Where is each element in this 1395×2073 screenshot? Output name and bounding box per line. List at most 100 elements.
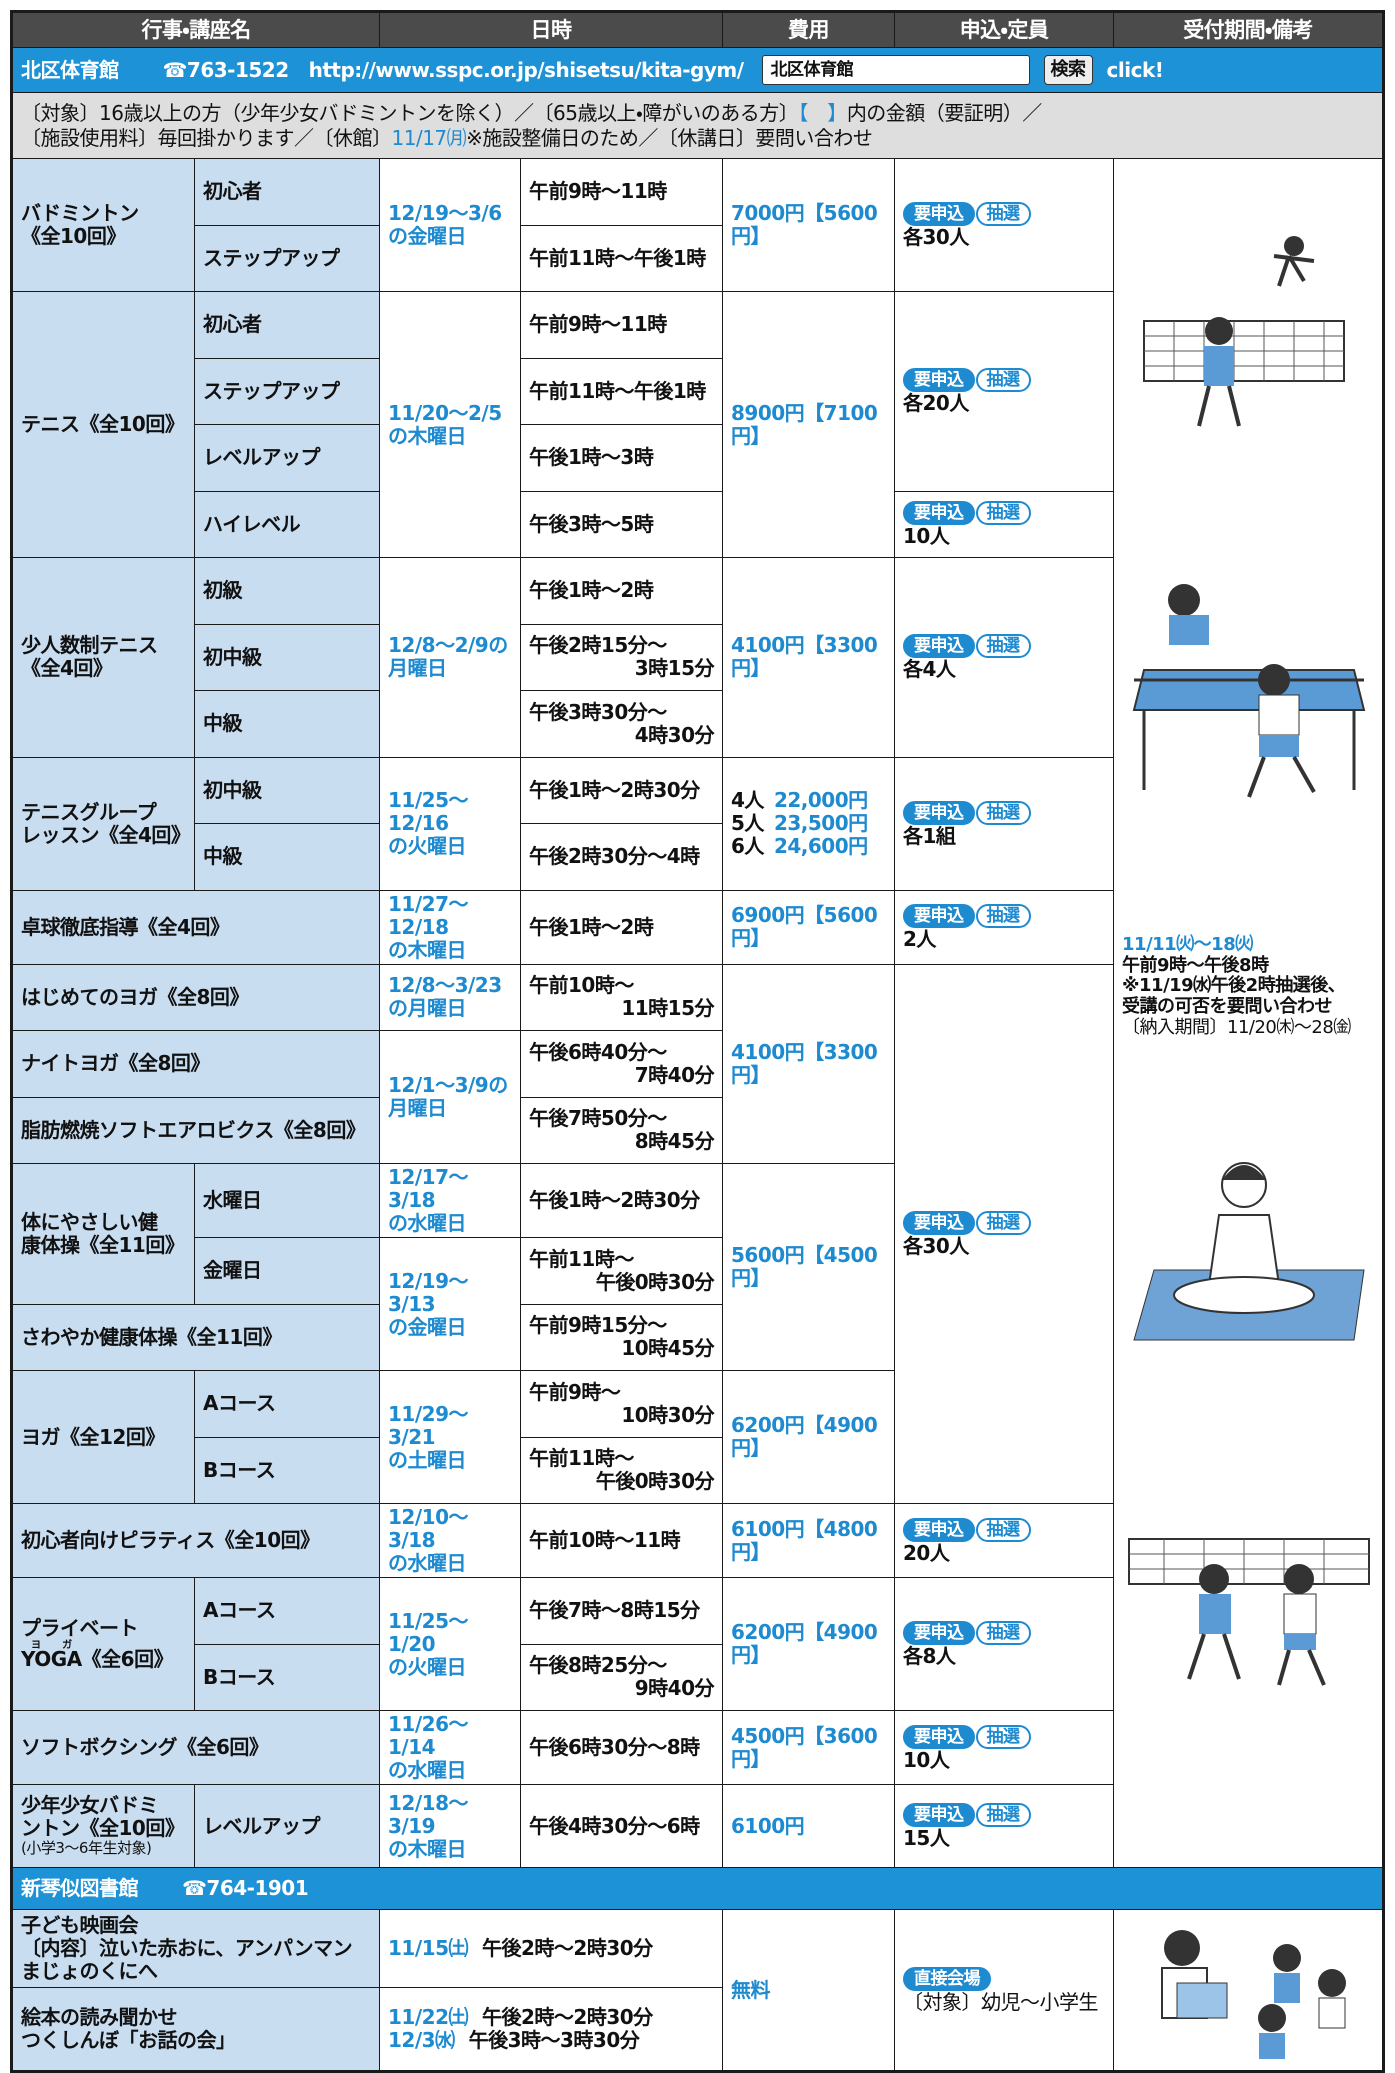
table [1132,669,1366,711]
course-name: ソフトボクシング《全6回》 [10,1710,381,1785]
course-time: 午前11時〜 午後0時30分 [520,1436,724,1504]
fee-price: 23,500円 [773,811,868,835]
time-line: 4時30分 [634,722,715,747]
figure [1247,756,1316,798]
facility-bar-content: 新琴似図書館 ☎764-1901 [21,1877,1374,1900]
figure [1168,584,1201,616]
apply-tag: 要申込 [903,634,975,659]
course-time: 午後3時〜5時 [520,490,724,558]
course-name: ヨガ《全12回》 [11,1370,195,1504]
figure [1222,1165,1267,1180]
schedule-table: 行事・講座名 日時 費用 申込・定員 受付期間・備考 北区体育館 ☎763-1522 http… [10,10,1386,2073]
time-line: 午後8時25分〜 [529,1653,667,1678]
course-name: 少年少女バドミ ントン《全10回》 (小学3〜6年生対象) [11,1784,195,1868]
date-line: の火曜日 [388,834,467,858]
course-time: 午前11時〜午後1時 [520,224,724,292]
course-date: 12/8〜3/23 の月曜日 [379,963,522,1031]
time-line: 午後1時〜2時30分 [529,1188,700,1212]
course-name: テニスグループ レッスン《全4回》 [11,756,195,891]
date-line: 12/17〜3/18 [388,1165,468,1212]
fee-text: 4500円【3600円】 [731,1723,878,1771]
course-fee: 4500円【3600円】 [722,1710,896,1785]
date-line: 12/8〜3/23 [388,973,502,998]
fee-price: 24,600円 [773,834,868,858]
course-date: 12/19〜3/13 の金曜日 [379,1237,522,1371]
apply-tags: 要申込 抽選 [903,903,1105,928]
course-time: 午後8時25分〜 9時40分 [520,1643,724,1711]
apply-tags: 直接会場 [903,1966,1105,1991]
apply-tags: 要申込 抽選 [903,1210,1105,1235]
course-level: Aコース [193,1370,381,1438]
date-line: 12/19〜3/6 [388,201,502,225]
apply-tag: 直接会場 [903,1967,992,1991]
course-name-line: プライベート [21,1616,139,1640]
course-name-note: (小学3〜6年生対象) [21,1839,152,1858]
course-apply: 要申込 抽選 20人 [894,1503,1115,1578]
course-level: 初中級 [193,623,381,691]
time-line: 午前9時〜11時 [529,312,667,337]
reception-box: 11/11㈫〜18㈫ 午前9時〜午後8時 ※11/19㈬午後2時抽選後、 受講の可否を… [1115,160,1383,1830]
apply-tag: 抽選 [975,1210,1031,1235]
column-header: 行事・講座名 [10,11,381,48]
date-line: の土曜日 [388,1447,467,1472]
fee-text: 7000円【5600円】 [731,201,878,248]
illustration-badminton [1128,1538,1371,1686]
figure [1258,694,1300,736]
course-name-line: YOGAヨガ《全6回》 [21,1640,186,1671]
course-name-rest: 《全6回》 [81,1647,174,1671]
figure [1187,1633,1241,1680]
apply-tags: 要申込 抽選 [903,500,1105,526]
course-name-line: 少年少女バドミ [21,1793,159,1818]
table-row: 行事・講座名 日時 費用 申込・定員 受付期間・備考 [10,11,1385,48]
time-line: 午前9時〜 [529,1379,621,1404]
date-line: 11/27〜12/18 [388,891,468,939]
course-fee: 8900円【7100円】 [722,291,896,558]
fee-line: 6人 24,600円 [731,835,886,858]
course-level: ハイレベル [193,490,381,558]
search-button[interactable]: 検索 [1043,55,1093,85]
apply-tag: 抽選 [975,634,1031,659]
apply-capacity: 〔対象〕幼児〜小学生 [903,1990,1099,2014]
table-row: レベルアップ 午後1時〜3時 [12,424,1384,492]
time-line: 午後7時50分〜 [529,1106,667,1131]
date-line: の金曜日 [388,1314,467,1339]
apply-tags: 要申込 抽選 [903,201,1105,226]
course-level: 初心者 [193,291,381,359]
search-input: 北区体育館 [761,55,1030,85]
apply-capacity: 各20人 [903,391,969,416]
apply-tag: 抽選 [975,1724,1031,1749]
apply-capacity: 各8人 [903,1644,956,1668]
course-level: 中級 [193,823,381,891]
apply-tag: 抽選 [975,368,1031,393]
course-name: テニス《全10回》 [11,291,195,558]
date-line: の木曜日 [388,1836,467,1861]
facility-name: 北区体育館 [21,57,119,82]
apply-tags: 要申込 抽選 [903,367,1105,393]
facility-phone: ☎764-1901 [182,1876,309,1900]
course-date: 12/17〜3/18 の水曜日 [379,1163,522,1238]
date-line: の月曜日 [388,996,467,1021]
fee-price: 22,000円 [773,788,868,812]
time-line: 10時45分 [621,1336,715,1361]
figure [1197,385,1241,427]
notes-segment: 〔対象〕16歳以上の方（少年少女バドミントンを除く）／〔65歳以上・障がいのある… [21,100,799,125]
figure [1258,2003,1287,2032]
fee-text: 6200円【4900円】 [731,1413,878,1460]
time-line: 午後6時40分〜 [529,1039,667,1064]
date-line: 11/25〜12/16 [388,788,468,835]
fee-text: 6900円【5600円】 [731,903,878,950]
date-line: の水曜日 [388,1758,467,1782]
course-level: Bコース [193,1643,381,1711]
course-fee: 6200円【4900円】 [722,1577,896,1711]
table-row: バドミントン 《全10回》 初心者 12/19〜3/6 の金曜日 午前9時〜11時 7000… [11,158,1385,1868]
course-time: 午前11時〜午後1時 [520,357,724,425]
course-level: 金曜日 [193,1237,381,1305]
course-name-line: ヨガ《全12回》 [21,1424,165,1449]
time-line: 午後0時30分 [595,1469,715,1494]
course-name-line: バドミントン [21,201,139,225]
figure [1199,1564,1230,1594]
event-date: 11/22㈯ [388,2005,468,2029]
course-apply: 要申込 抽選 各8人 [894,1577,1115,1711]
